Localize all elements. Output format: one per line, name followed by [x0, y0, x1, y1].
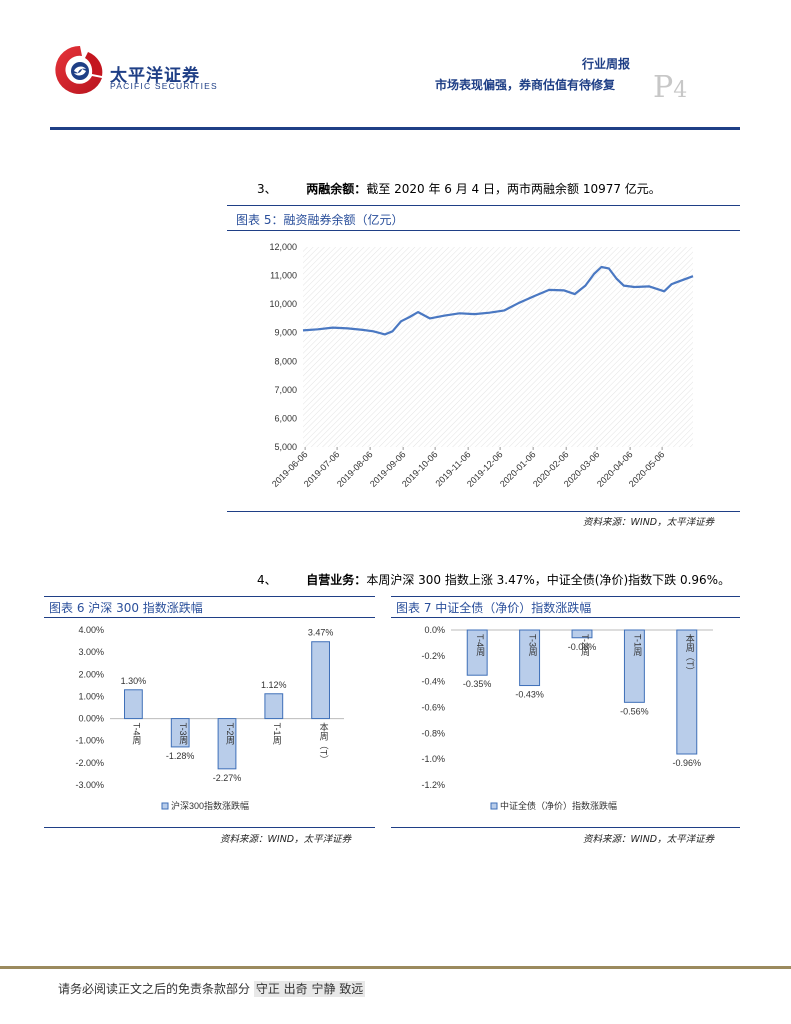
section3-paragraph: 3、 两融余额：截至 2020 年 6 月 4 日，两市两融余额 10977 亿…: [257, 180, 661, 197]
header-rule: [50, 127, 740, 130]
bar: [311, 641, 330, 720]
section3-label: 两融余额：: [306, 182, 367, 196]
report-title: 市场表现偏强，券商估值有待修复: [435, 78, 616, 92]
figure5-title: 图表 5：融资融券余额（亿元）: [236, 213, 404, 227]
y-tick-label: -0.4%: [421, 677, 445, 687]
section4-label: 自营业务：: [306, 573, 367, 587]
bar: [217, 718, 237, 770]
bar: [170, 718, 190, 748]
y-tick-label: 7,000: [274, 385, 297, 395]
category-label: T-2周: [580, 634, 590, 657]
margin-balance-series-line: [302, 265, 694, 336]
y-tick-label: 12,000: [269, 242, 297, 252]
y-tick-label: 9,000: [274, 328, 297, 338]
category-label: T-3周: [528, 634, 538, 657]
page-number: P4: [653, 70, 687, 105]
category-label: 本周（T）: [685, 633, 695, 676]
footer-rule: [0, 966, 791, 969]
y-tick-label: 1.00%: [78, 691, 104, 701]
legend-swatch: [490, 802, 498, 810]
figure6-title: 图表 6 沪深 300 指数涨跌幅: [49, 601, 203, 615]
category-label: T-4周: [131, 723, 141, 746]
bar: [124, 689, 143, 720]
y-tick-label: -1.0%: [421, 754, 445, 764]
legend-label: 中证全债（净价）指数涨跌幅: [500, 800, 617, 811]
figure7-title-rule: [391, 617, 740, 618]
y-tick-label: -1.00%: [75, 736, 104, 746]
logo-name-cn: 太平洋证券: [110, 66, 200, 86]
bar-value-label: -0.06%: [568, 642, 597, 652]
bar: [571, 629, 593, 639]
section3-text: 截至 2020 年 6 月 4 日，两市两融余额 10977 亿元。: [366, 182, 661, 196]
legend-swatch: [161, 802, 169, 810]
y-tick-label: -2.00%: [75, 758, 104, 768]
y-tick-label: -3.00%: [75, 780, 104, 790]
csi300-change-chart: -3.00% -2.00% -1.00% 0.00% 1.00% 2.00% 3.00% 4.…: [75, 625, 344, 811]
bar-value-label: 1.12%: [261, 680, 287, 690]
bond-index-change-chart: -1.2% -1.0% -0.8% -0.6% -0.4% -0.2% 0.0% -0.35%…: [421, 625, 713, 811]
category-label: T-2周: [225, 723, 235, 746]
figure6-title-rule: [44, 617, 375, 618]
y-tick-label: 4.00%: [78, 625, 104, 635]
figure5-top-rule: [227, 205, 740, 206]
figure5-source: 资料来源：WIND，太平洋证券: [583, 517, 715, 528]
bar: [466, 629, 488, 676]
y-tick-label: 8,000: [274, 356, 297, 366]
figure6-bottom-rule: [44, 827, 375, 828]
figure5-bottom-rule: [227, 511, 740, 512]
y-tick-label: 10,000: [269, 299, 297, 309]
bar: [519, 629, 541, 687]
figure7-bottom-rule: [391, 827, 740, 828]
report-type: 行业周报: [582, 57, 631, 71]
category-label: T-1周: [272, 723, 282, 746]
bar-value-label: -0.56%: [620, 706, 649, 716]
category-label: T-1周: [632, 634, 642, 657]
figure7-top-rule: [391, 596, 740, 597]
category-label: T-3周: [178, 723, 188, 746]
y-tick-label: 5,000: [274, 442, 297, 452]
y-tick-label: -0.6%: [421, 703, 445, 713]
y-tick-label: 3.00%: [78, 647, 104, 657]
bar-value-label: -0.35%: [463, 679, 492, 689]
bar-value-label: 1.30%: [121, 676, 147, 686]
page-number-digit: 4: [673, 78, 688, 103]
plot-area-background: [303, 247, 693, 447]
footer-disclaimer: 请务必阅读正文之后的免责条款部分: [58, 982, 251, 996]
company-logo: [52, 42, 108, 98]
section4-index: 4、: [257, 573, 277, 587]
footer-motto: 守正 出奇 宁静 致远: [253, 981, 366, 997]
page-number-letter: P: [653, 70, 674, 105]
y-tick-label: 0.00%: [78, 714, 104, 724]
logo-emblem-icon: [55, 45, 103, 94]
category-label: T-4周: [475, 634, 485, 657]
bar-value-label: -1.28%: [166, 751, 195, 761]
y-tick-label: 2.00%: [78, 669, 104, 679]
footer: 请务必阅读正文之后的免责条款部分 守正 出奇 宁静 致远: [58, 980, 366, 997]
bar-value-label: 3.47%: [308, 628, 334, 638]
section3-index: 3、: [257, 182, 277, 196]
bar: [623, 629, 645, 703]
figure7-source: 资料来源：WIND，太平洋证券: [583, 834, 715, 845]
category-label: 本周（T）: [319, 721, 329, 764]
y-tick-label: -0.2%: [421, 651, 445, 661]
y-tick-label: 11,000: [270, 271, 297, 281]
margin-balance-chart: 5,000 6,000 7,000 8,000 9,000 10,000 11,000 12,…: [269, 242, 694, 489]
section4-paragraph: 4、 自营业务：本周沪深 300 指数上涨 3.47%，中证全债(净价)指数下跌…: [257, 571, 730, 588]
section4-text: 本周沪深 300 指数上涨 3.47%，中证全债(净价)指数下跌 0.96%。: [366, 573, 731, 587]
y-tick-label: 0.0%: [424, 625, 445, 635]
bar-value-label: -2.27%: [213, 773, 242, 783]
bar-value-label: -0.96%: [673, 758, 702, 768]
y-tick-label: -1.2%: [421, 780, 445, 790]
bar-value-label: -0.43%: [515, 690, 544, 700]
logo-name-en: PACIFIC SECURITIES: [110, 81, 218, 91]
bar: [264, 693, 284, 720]
figure5-title-rule: [227, 230, 740, 231]
y-tick-label: -0.8%: [421, 728, 445, 738]
figure6-source: 资料来源：WIND，太平洋证券: [220, 834, 352, 845]
figure7-title: 图表 7 中证全债（净价）指数涨跌幅: [396, 601, 592, 615]
bar: [676, 629, 698, 755]
figure6-top-rule: [44, 596, 375, 597]
y-tick-label: 6,000: [274, 413, 297, 423]
legend-label: 沪深300指数涨跌幅: [171, 800, 249, 811]
